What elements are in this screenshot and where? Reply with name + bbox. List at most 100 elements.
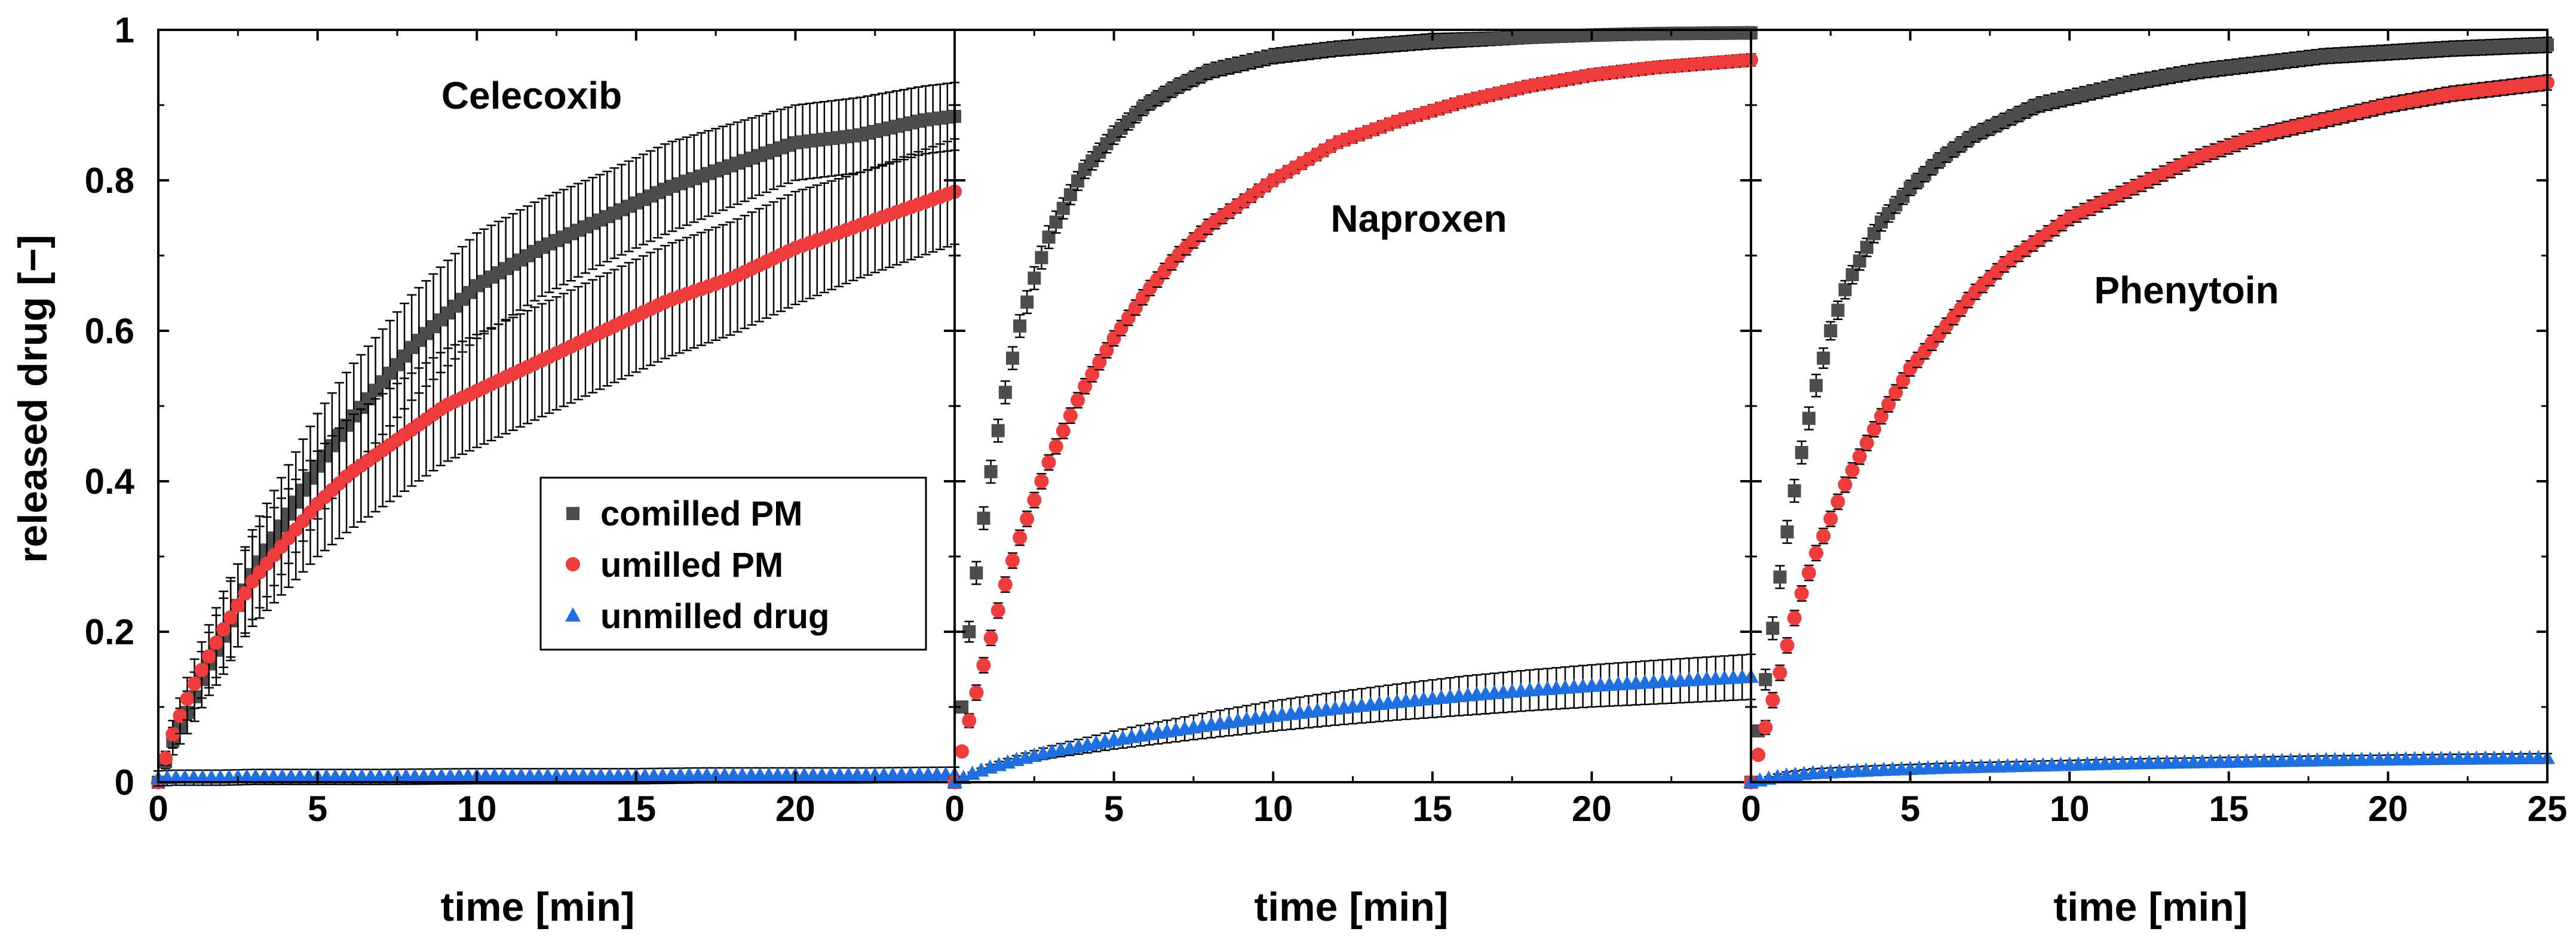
data-point	[1085, 367, 1100, 382]
data-point	[1772, 665, 1787, 680]
data-point	[1823, 512, 1838, 526]
data-point	[1049, 215, 1063, 229]
panel-phenytoin: 0 5 10 15 20 25	[1741, 29, 2568, 829]
data-point	[1845, 463, 1860, 478]
data-point	[1013, 530, 1028, 545]
x-tick-label: 25	[2528, 789, 2568, 829]
plot-layer: 0 5 10 15 20 0 5 10 15 20 0 5 10 15 20 25 0 0.2 0.4 0.6 0.8 1	[85, 10, 2568, 829]
data-point	[201, 649, 216, 664]
data-point	[1005, 553, 1020, 568]
data-point	[1042, 230, 1056, 244]
data-point	[1830, 494, 1845, 509]
legend-label-comilled: comilled PM	[600, 494, 802, 533]
data-point	[1838, 477, 1853, 492]
data-point	[983, 631, 998, 645]
data-point	[1816, 528, 1831, 543]
data-point	[1071, 174, 1085, 188]
legend-label-unmilled: unmilled drug	[600, 597, 829, 636]
data-point	[1773, 570, 1787, 584]
x-tick-label: 15	[616, 789, 656, 829]
y-tick-label: 0	[115, 762, 134, 803]
x-axis-title-celecoxib: time [min]	[441, 884, 635, 930]
x-tick-label: 0	[944, 789, 964, 829]
x-tick-label: 15	[2209, 789, 2249, 829]
data-point	[1005, 351, 1019, 365]
data-point	[1751, 748, 1766, 762]
data-point	[991, 424, 1005, 438]
data-point	[1787, 611, 1802, 626]
data-point	[173, 708, 188, 723]
y-tick-label: 0.8	[85, 161, 134, 201]
x-tick-label: 5	[308, 789, 327, 829]
data-point	[1035, 251, 1048, 265]
x-tick-label: 20	[775, 789, 815, 829]
data-point	[1099, 343, 1114, 358]
data-point	[977, 511, 990, 525]
series-unmilled-drug	[1743, 749, 2555, 788]
legend: comilled PM umilled PM unmilled drug	[539, 476, 927, 651]
data-point	[1766, 622, 1780, 635]
series-comilled-PM	[1744, 36, 2554, 789]
data-point	[998, 386, 1012, 399]
data-point	[1780, 638, 1795, 653]
data-point	[1853, 254, 1866, 268]
panel-naproxen: 0 5 10 15 20	[944, 26, 1759, 829]
panel-title-naproxen: Naproxen	[1330, 197, 1507, 240]
data-point	[1888, 385, 1903, 400]
data-point	[962, 713, 977, 728]
data-point	[1881, 397, 1896, 412]
data-point	[231, 598, 246, 613]
data-point	[1013, 319, 1027, 333]
data-point	[187, 677, 202, 691]
data-point	[1758, 720, 1773, 735]
data-point	[1071, 393, 1085, 408]
data-point	[1817, 351, 1830, 365]
data-point	[1867, 227, 1881, 241]
data-point	[1852, 449, 1867, 464]
data-point	[1838, 283, 1852, 297]
data-point	[165, 727, 180, 742]
data-point	[970, 566, 983, 580]
legend-marker-umilled	[566, 557, 580, 571]
series-umilled-PM	[1744, 74, 2554, 789]
data-point	[1048, 439, 1063, 454]
series-umilled-PM	[151, 138, 962, 789]
data-point	[955, 700, 969, 714]
data-point	[1802, 411, 1816, 425]
data-point	[1027, 493, 1042, 508]
data-point	[1121, 310, 1136, 325]
data-point	[1874, 409, 1889, 424]
data-point	[1831, 303, 1845, 317]
series-unmilled-drug	[947, 653, 1759, 788]
data-point	[1896, 373, 1910, 388]
data-point	[1020, 512, 1035, 526]
data-point	[1020, 295, 1034, 309]
data-point	[1092, 355, 1107, 370]
x-tick-label: 5	[1104, 789, 1124, 829]
data-point	[998, 577, 1013, 592]
data-point	[1867, 422, 1882, 436]
data-point	[1056, 201, 1070, 215]
data-point	[969, 685, 984, 700]
y-tick-label: 1	[115, 10, 134, 50]
data-point	[223, 610, 238, 625]
data-point	[1028, 271, 1041, 285]
data-point	[1765, 693, 1780, 708]
data-point	[1759, 673, 1772, 687]
x-tick-label: 10	[2050, 789, 2090, 829]
x-tick-label: 20	[2368, 789, 2408, 829]
data-point	[1063, 408, 1078, 423]
data-point	[1780, 525, 1794, 539]
data-point	[984, 465, 998, 478]
data-point	[1787, 484, 1801, 498]
data-point	[1795, 445, 1808, 459]
data-point	[1824, 324, 1838, 337]
y-axis-title: released drug [−]	[10, 235, 56, 563]
x-tick-label: 0	[148, 789, 168, 829]
x-tick-label: 5	[1900, 789, 1920, 829]
data-point	[990, 603, 1005, 618]
data-point	[1859, 435, 1874, 450]
data-point	[1794, 586, 1809, 601]
data-point	[194, 663, 209, 678]
